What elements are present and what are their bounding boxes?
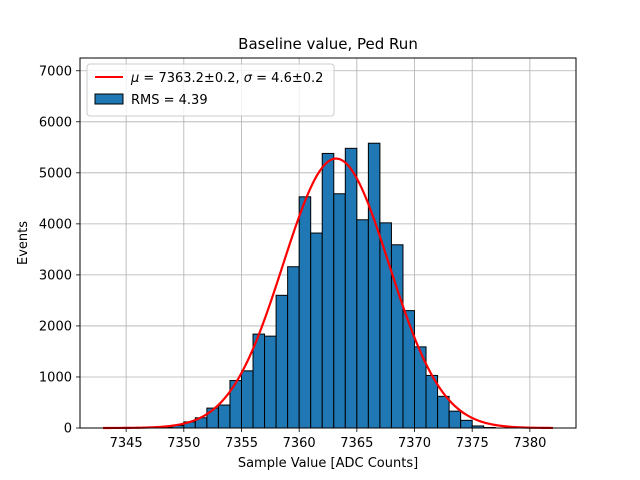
x-tick-label-0: 7345 [110,436,143,451]
x-tick-label-1: 7350 [167,436,200,451]
y-tick-label-0: 0 [64,422,72,437]
histogram-bar-17 [356,219,369,429]
legend: μ = 7363.2±0.2, σ = 4.6±0.2 RMS = 4.39 [86,63,335,117]
legend-sigma-value: = 4.6±0.2 [252,71,323,86]
y-tick-label-2: 2000 [39,319,72,334]
y-tick-label-3: 3000 [39,268,72,283]
x-tick-label-2: 7355 [225,436,258,451]
histogram-bar-18 [367,142,381,429]
histogram-bar-24 [437,395,450,429]
y-tick-label-1: 1000 [39,370,72,385]
legend-fit-label: μ = 7363.2±0.2, σ = 4.6±0.2 [130,71,323,86]
histogram-bar-8 [252,333,266,429]
x-tick-label-7: 7380 [513,436,546,451]
x-axis-label: Sample Value [ADC Counts] [238,456,418,471]
y-tick-label-7: 7000 [39,64,72,79]
x-tick-label-3: 7360 [283,436,316,451]
legend-hist-label: RMS = 4.39 [131,93,208,108]
histogram-bar-5 [217,404,231,429]
histogram-bar-13 [310,232,323,429]
histogram-bar-14 [321,152,335,429]
legend-mu-symbol: μ [130,71,139,86]
y-tick-label-6: 6000 [39,115,72,130]
histogram-bar-11 [287,266,300,429]
histogram-bar-21 [402,310,416,429]
x-tick-label-6: 7375 [456,436,489,451]
ticks-layer: 7345 7350 7355 7360 7365 7370 7375 7380 0 1000 200… [39,64,547,451]
gaussian-fit-curve [103,157,553,430]
legend-sigma-symbol: σ [244,71,253,86]
histogram-bar-10 [275,294,289,429]
legend-box [86,63,335,117]
histogram-bar-25 [448,410,462,429]
y-tick-label-5: 5000 [39,166,72,181]
legend-mu-value: = 7363.2±0.2, [139,71,243,86]
histogram-bar-15 [333,193,346,429]
histogram-bar-16 [344,147,358,429]
fit-layer [103,157,553,430]
y-tick-label-4: 4000 [39,217,72,232]
histogram-bar-20 [390,244,404,429]
histogram-bar-12 [298,196,312,429]
chart-title: Baseline value, Ped Run [238,35,418,53]
histogram-bar-7 [240,370,254,429]
x-tick-label-5: 7370 [398,436,431,451]
legend-hist-swatch [94,93,124,105]
histogram-bar-9 [264,335,277,429]
x-tick-label-4: 7365 [340,436,373,451]
plot-frame [79,57,577,429]
histogram-bar-26 [460,419,473,429]
y-axis-label: Events [16,221,31,265]
